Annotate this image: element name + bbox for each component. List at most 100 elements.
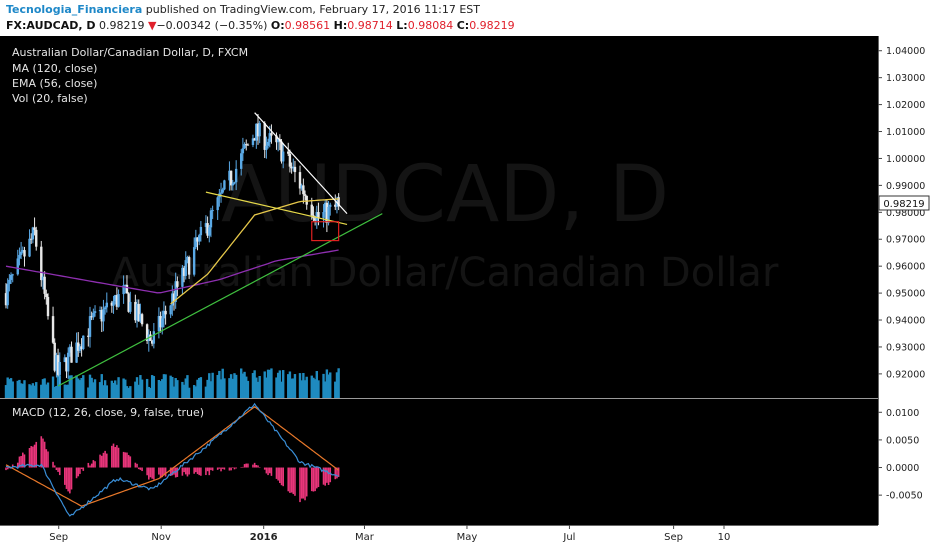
macd-histogram-bar	[148, 467, 150, 480]
volume-bar	[102, 385, 105, 398]
volume-bar	[51, 376, 55, 398]
ema-56-line[interactable]	[170, 198, 339, 305]
volume-bar	[337, 368, 340, 398]
candle-body	[293, 166, 297, 173]
volume-bar	[303, 380, 307, 398]
legend-ma: MA (120, close)	[12, 62, 97, 75]
price-axis[interactable]	[878, 36, 932, 525]
macd-histogram-bar	[193, 467, 195, 474]
macd-pane[interactable]	[0, 399, 878, 525]
chart-area[interactable]: AUDCAD, D Australian Dollar/Canadian Dol…	[0, 36, 932, 550]
volume-bar	[58, 375, 61, 398]
macd-histogram-bar	[67, 467, 69, 492]
macd-histogram-bar	[75, 467, 78, 479]
candle-body	[56, 355, 60, 375]
macd-histogram-bar	[218, 467, 221, 469]
macd-histogram-bar	[116, 445, 118, 468]
candle-body	[290, 166, 293, 169]
macd-histogram-bar	[124, 452, 127, 468]
candle-body	[192, 247, 196, 275]
macd-line[interactable]	[5, 402, 339, 517]
macd-histogram-bar	[336, 467, 338, 479]
candle-body	[66, 352, 70, 372]
macd-histogram-bar	[169, 467, 172, 477]
candle-body	[194, 237, 198, 248]
volume-bar	[171, 376, 174, 398]
candle-body	[337, 197, 340, 207]
macd-histogram-bar	[158, 467, 160, 475]
volume-bar	[192, 385, 196, 398]
volume-bar	[129, 386, 132, 398]
macd-histogram-bar	[232, 467, 234, 469]
macd-histogram-bar	[79, 467, 81, 474]
macd-histogram-bar	[111, 445, 113, 468]
trendline-white[interactable]	[254, 112, 348, 215]
macd-histogram-bar	[334, 467, 337, 480]
macd-axis-ticks: 0.0100 0.0050 0.0000 -0.0050	[878, 408, 923, 502]
highlight-box[interactable]	[311, 221, 340, 242]
volume-bar	[112, 382, 115, 398]
volume-bar	[66, 384, 70, 398]
macd-histogram-bar	[183, 467, 185, 473]
candle-body	[324, 202, 327, 212]
macd-histogram-bar	[102, 452, 105, 468]
candle-body	[268, 133, 271, 142]
candle-body	[92, 312, 95, 318]
macd-histogram-bar	[57, 467, 59, 472]
candle-body	[112, 301, 115, 306]
candle-body	[150, 340, 154, 344]
candle-body	[9, 274, 13, 280]
volume-bar	[145, 378, 149, 398]
price-axis-ticks: 1.04000 1.03000 1.02000 1.01000 1.00000 0.990…	[878, 46, 925, 380]
macd-histogram-bar	[87, 462, 90, 468]
price-tick-label: 1.00000	[886, 154, 925, 165]
volume-bar	[21, 383, 24, 398]
trendline-yellow[interactable]	[205, 191, 348, 226]
volume-bar	[218, 370, 221, 398]
volume-bar	[28, 384, 31, 398]
macd-histogram-bar	[326, 467, 328, 483]
candle-body	[11, 274, 14, 276]
macd-histogram-bar	[312, 467, 315, 492]
time-tick-label: Nov	[151, 532, 171, 543]
volume-bar	[253, 370, 256, 398]
volume-bar	[293, 374, 297, 398]
volume-bar	[78, 380, 82, 398]
volume-bar	[282, 370, 285, 398]
trendline-green[interactable]	[57, 213, 383, 387]
candle-body	[77, 342, 80, 351]
volume-bar	[221, 368, 224, 398]
ma-120-line[interactable]	[5, 249, 339, 294]
volume-bar	[206, 379, 209, 398]
price-tick-label: 0.96000	[886, 262, 925, 273]
volume-bar	[41, 379, 45, 398]
macd-histogram-bar	[28, 447, 31, 468]
volume-bar	[255, 377, 258, 398]
candle-body	[114, 295, 117, 302]
volume-bar	[19, 383, 23, 398]
macd-histogram-bar	[53, 465, 56, 468]
time-tick-label: Mar	[355, 532, 375, 543]
candle-body	[102, 309, 105, 322]
volume-bar	[315, 371, 318, 398]
macd-histogram-bar	[45, 449, 48, 468]
candle-body	[30, 238, 33, 240]
volume-bar	[245, 376, 248, 398]
volume-bar	[243, 371, 246, 398]
volume-bar	[31, 383, 35, 398]
candle-body	[82, 335, 85, 350]
candle-body	[186, 257, 189, 261]
candles[interactable]	[4, 113, 340, 385]
volume-bar	[305, 376, 308, 398]
macd-histogram-bar	[247, 463, 249, 468]
volume-bar	[228, 378, 231, 398]
macd-signal-line[interactable]	[5, 406, 339, 507]
macd-histogram-bar	[30, 446, 32, 468]
volume-bar	[45, 384, 48, 398]
volume-bar	[105, 385, 108, 398]
candle-body	[221, 189, 224, 193]
time-axis[interactable]	[0, 525, 932, 550]
volume-bar	[302, 372, 305, 398]
author-link[interactable]: Tecnologia_Financiera	[6, 3, 143, 16]
candle-body	[243, 144, 246, 149]
